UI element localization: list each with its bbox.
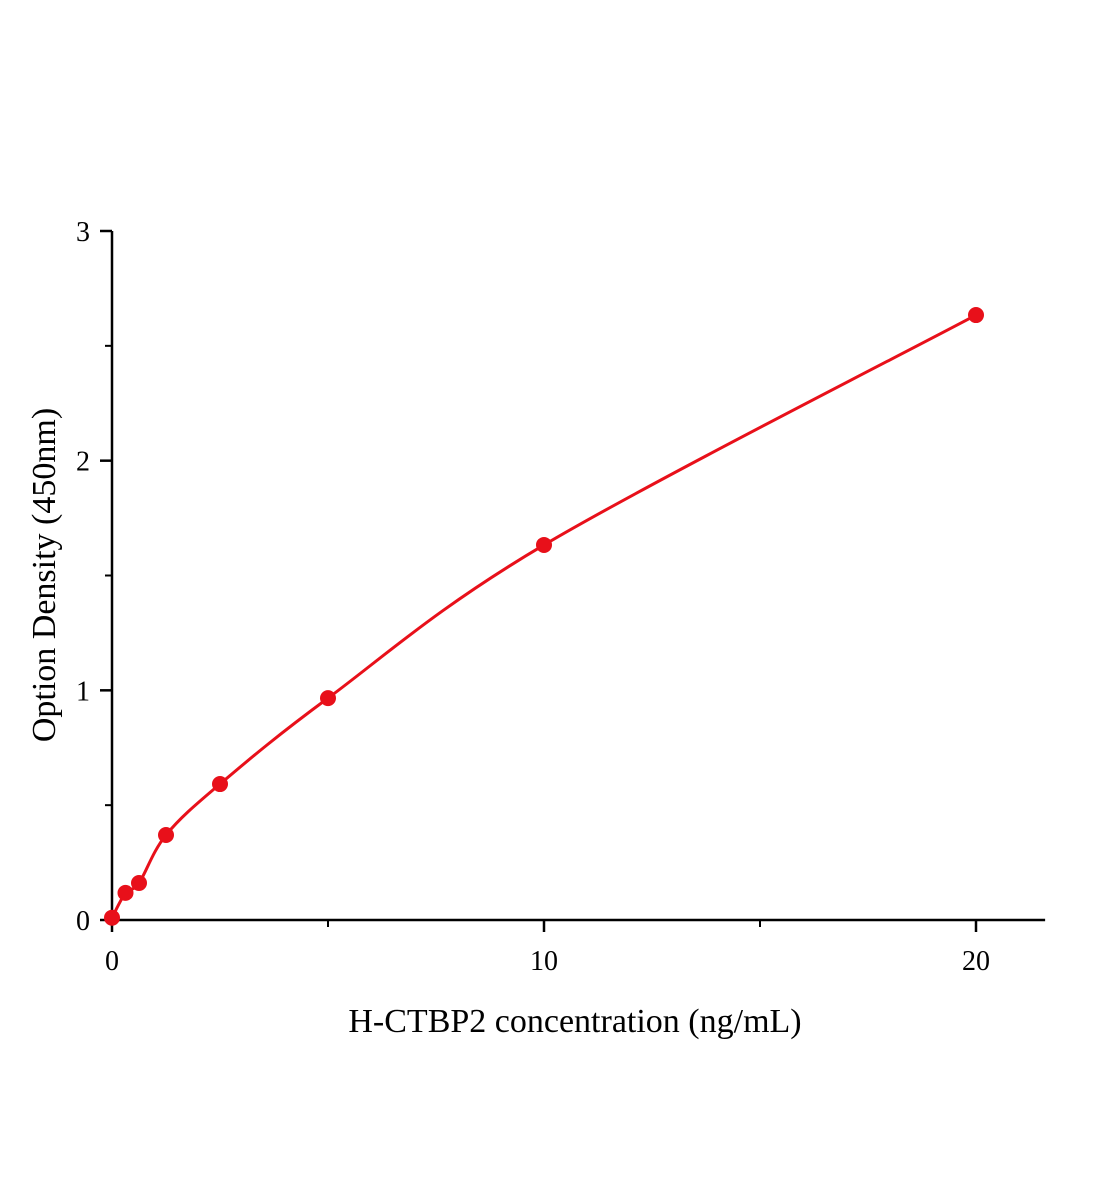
data-point-3 xyxy=(158,827,174,844)
data-point-2 xyxy=(131,875,147,892)
x-tick-label: 0 xyxy=(105,946,119,977)
x-tick-label: 20 xyxy=(962,946,990,977)
data-point-6 xyxy=(536,536,552,553)
x-tick-label: 10 xyxy=(530,946,558,977)
y-axis-title: Option Density (450nm) xyxy=(26,408,63,742)
data-point-1 xyxy=(117,884,134,901)
axes: 0 10 20 0 1 2 3 xyxy=(76,217,1046,977)
data-point-5 xyxy=(320,690,336,707)
data-point-4 xyxy=(212,776,228,793)
data-point-7 xyxy=(968,307,984,324)
y-tick-label: 3 xyxy=(76,217,90,248)
data-point-0 xyxy=(104,909,120,926)
y-tick-label: 1 xyxy=(76,676,90,707)
y-tick-label: 2 xyxy=(76,447,90,478)
y-tick-label: 0 xyxy=(76,906,90,937)
x-axis-title: H-CTBP2 concentration (ng/mL) xyxy=(348,1003,801,1040)
fit-curve xyxy=(110,313,977,919)
data-points xyxy=(104,307,984,926)
